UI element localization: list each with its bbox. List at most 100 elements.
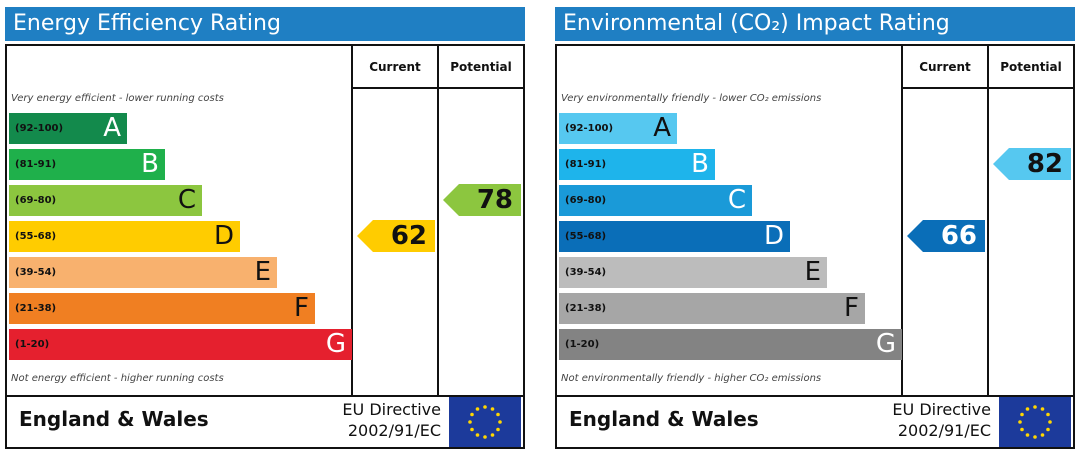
rating-band-c: (69-80) C [9, 185, 202, 216]
directive-line-2: 2002/91/EC [347, 421, 441, 440]
rating-band-e: (39-54) E [559, 257, 827, 288]
band-letter: E [804, 257, 821, 287]
band-range: (1-20) [15, 339, 50, 350]
rating-band-f: (21-38) F [559, 293, 865, 324]
eu-star [1018, 420, 1022, 424]
eu-flag-icon [999, 397, 1071, 447]
band-letter: B [691, 149, 709, 179]
rating-band-f: (21-38) F [9, 293, 315, 324]
potential-arrow-shape [993, 148, 1071, 180]
current-rating-value: 62 [390, 221, 427, 251]
current-rating-value: 66 [940, 221, 977, 251]
eu-star [1040, 433, 1045, 437]
column-header-potential: Potential [1000, 60, 1062, 74]
band-range: (69-80) [565, 195, 607, 206]
footer-divider [5, 395, 525, 397]
header-divider [901, 87, 1075, 89]
current-rating-arrow: 62 [357, 220, 435, 252]
footer-country: England & Wales [19, 407, 209, 431]
eu-star [475, 433, 480, 437]
column-divider [901, 44, 903, 397]
energy-efficiency-panel: Energy Efficiency Rating Current Potenti… [5, 7, 525, 449]
band-letter: C [177, 185, 196, 215]
eu-star [1033, 435, 1037, 439]
eu-star [1040, 407, 1045, 411]
eu-star [1025, 433, 1030, 437]
band-range: (39-54) [565, 267, 607, 278]
band-range: (81-91) [565, 159, 607, 170]
potential-rating-value: 82 [1026, 149, 1063, 179]
footer-directive: EU Directive 2002/91/EC [855, 399, 991, 441]
column-header-current: Current [369, 60, 421, 74]
potential-arrow-polygon [443, 184, 521, 216]
eu-star [468, 420, 472, 424]
band-letter: G [875, 329, 896, 359]
eu-star [475, 407, 480, 411]
panel-title: Environmental (CO₂) Impact Rating [555, 7, 1075, 41]
panel-title: Energy Efficiency Rating [5, 7, 525, 41]
current-rating-arrow: 66 [907, 220, 985, 252]
rating-band-a: (92-100) A [9, 113, 127, 144]
band-range: (81-91) [15, 159, 57, 170]
eu-star [1048, 420, 1052, 424]
chart-frame [555, 44, 1075, 449]
rating-band-e: (39-54) E [9, 257, 277, 288]
band-range: (21-38) [15, 303, 57, 314]
directive-line-1: EU Directive [342, 400, 441, 419]
top-note: Very environmentally friendly - lower CO… [561, 93, 822, 104]
current-arrow-shape [907, 220, 985, 252]
eu-star [496, 427, 500, 432]
potential-rating-arrow: 78 [443, 184, 521, 216]
column-header-current: Current [919, 60, 971, 74]
band-range: (39-54) [15, 267, 57, 278]
current-arrow-polygon [907, 220, 985, 252]
band-letter: F [844, 293, 859, 323]
band-letter: C [727, 185, 746, 215]
rating-band-c: (69-80) C [559, 185, 752, 216]
eu-star [470, 427, 474, 432]
rating-band-b: (81-91) B [559, 149, 715, 180]
bottom-note: Not environmentally friendly - higher CO… [561, 373, 822, 384]
band-letter: B [141, 149, 159, 179]
eu-star [1046, 412, 1050, 417]
band-letter: D [763, 221, 784, 251]
band-letter: F [294, 293, 309, 323]
column-header-potential: Potential [450, 60, 512, 74]
potential-arrow-polygon [993, 148, 1071, 180]
eu-star [1033, 405, 1037, 409]
band-range: (1-20) [565, 339, 600, 350]
band-letter: A [653, 113, 671, 143]
band-range: (21-38) [565, 303, 607, 314]
eu-star [1020, 412, 1024, 417]
footer-directive: EU Directive 2002/91/EC [305, 399, 441, 441]
eu-star [498, 420, 502, 424]
directive-line-2: 2002/91/EC [897, 421, 991, 440]
rating-band-b: (81-91) B [9, 149, 165, 180]
footer-divider [555, 395, 1075, 397]
band-letter: G [325, 329, 346, 359]
eu-star [496, 412, 500, 417]
directive-line-1: EU Directive [892, 400, 991, 419]
potential-rating-arrow: 82 [993, 148, 1071, 180]
rating-band-d: (55-68) D [9, 221, 240, 252]
eu-star [483, 435, 487, 439]
band-letter: D [213, 221, 234, 251]
eu-star [1025, 407, 1030, 411]
band-range: (92-100) [15, 123, 64, 134]
eu-star [1020, 427, 1024, 432]
chart-frame [5, 44, 525, 449]
rating-band-d: (55-68) D [559, 221, 790, 252]
eu-flag-icon [449, 397, 521, 447]
eu-star [490, 433, 495, 437]
potential-rating-value: 78 [476, 185, 513, 215]
rating-band-g: (1-20) G [9, 329, 352, 360]
header-divider [351, 87, 525, 89]
rating-band-a: (92-100) A [559, 113, 677, 144]
band-range: (92-100) [565, 123, 614, 134]
band-range: (69-80) [15, 195, 57, 206]
potential-arrow-shape [443, 184, 521, 216]
column-divider [987, 44, 989, 397]
band-range: (55-68) [565, 231, 607, 242]
bottom-note: Not energy efficient - higher running co… [11, 373, 224, 384]
top-note: Very energy efficient - lower running co… [11, 93, 224, 104]
